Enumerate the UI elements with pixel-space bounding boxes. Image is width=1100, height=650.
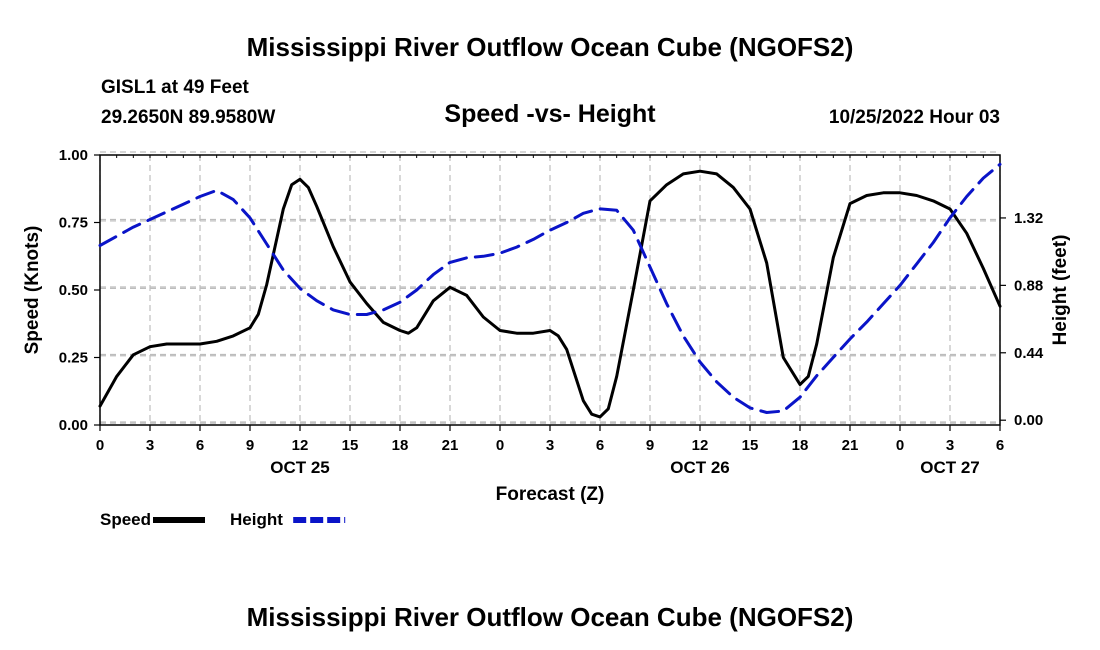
x-tick-label: 12 — [292, 437, 309, 454]
legend-label-speed: Speed — [100, 510, 151, 529]
x-tick-label: 21 — [842, 437, 859, 454]
x-tick-label: 3 — [546, 437, 554, 454]
date-label: OCT 26 — [670, 458, 730, 477]
date-label: OCT 27 — [920, 458, 980, 477]
x-tick-label: 6 — [196, 437, 204, 454]
chart-subtitle: Speed -vs- Height — [444, 100, 656, 128]
forecast-datetime: 10/25/2022 Hour 03 — [828, 107, 1000, 128]
x-tick-label: 9 — [246, 437, 254, 454]
x-tick-label: 15 — [742, 437, 759, 454]
x-tick-label: 9 — [646, 437, 654, 454]
grid-layer — [99, 151, 1001, 425]
legend-label-height: Height — [230, 510, 283, 529]
page-title: Mississippi River Outflow Ocean Cube (NG… — [246, 32, 854, 62]
station-label: GISL1 at 49 Feet — [101, 77, 249, 98]
y-tick-label-left: 0.75 — [59, 215, 88, 232]
x-tick-label: 3 — [946, 437, 954, 454]
station-coordinates: 29.2650N 89.9580W — [101, 107, 276, 128]
x-tick-label: 0 — [96, 437, 104, 454]
x-axis-label: Forecast (Z) — [496, 484, 605, 505]
speed-height-chart: 0 3 6 9 12 15 18 21 0 3 6 9 12 15 18 21 0 3 6 OCT 25 OCT 26 O… — [22, 147, 1071, 529]
footer-title: Mississippi River Outflow Ocean Cube (NG… — [246, 602, 854, 632]
y-tick-label-left: 0.50 — [59, 282, 88, 299]
series-layer — [98, 162, 1002, 419]
x-tick-label: 18 — [792, 437, 809, 454]
y-tick-label-right: 0.44 — [1014, 345, 1044, 362]
y-tick-label-left: 1.00 — [59, 147, 88, 164]
y-tick-label-left: 0.25 — [59, 350, 88, 367]
legend: Speed Height — [100, 510, 346, 529]
y-tick-label-right: 0.88 — [1014, 277, 1043, 294]
y-tick-label-left: 0.00 — [59, 417, 88, 434]
date-label: OCT 25 — [270, 458, 330, 477]
x-tick-label: 0 — [896, 437, 904, 454]
tick-layer: 0 3 6 9 12 15 18 21 0 3 6 9 12 15 18 21 0 3 6 OCT 25 OCT 26 O… — [59, 147, 1044, 477]
x-tick-label: 3 — [146, 437, 154, 454]
y-axis-right-label: Height (feet) — [1050, 235, 1071, 346]
y-tick-label-right: 0.00 — [1014, 412, 1043, 429]
x-tick-label: 12 — [692, 437, 709, 454]
x-tick-label: 18 — [392, 437, 409, 454]
x-tick-label: 6 — [596, 437, 604, 454]
x-tick-label: 15 — [342, 437, 359, 454]
y-axis-left-label: Speed (Knots) — [22, 226, 43, 355]
x-tick-label: 21 — [442, 437, 459, 454]
y-tick-label-right: 1.32 — [1014, 210, 1043, 227]
x-tick-label: 6 — [996, 437, 1004, 454]
series-line-speed — [98, 169, 1002, 419]
x-tick-label: 0 — [496, 437, 504, 454]
series-line-height — [98, 162, 1002, 414]
